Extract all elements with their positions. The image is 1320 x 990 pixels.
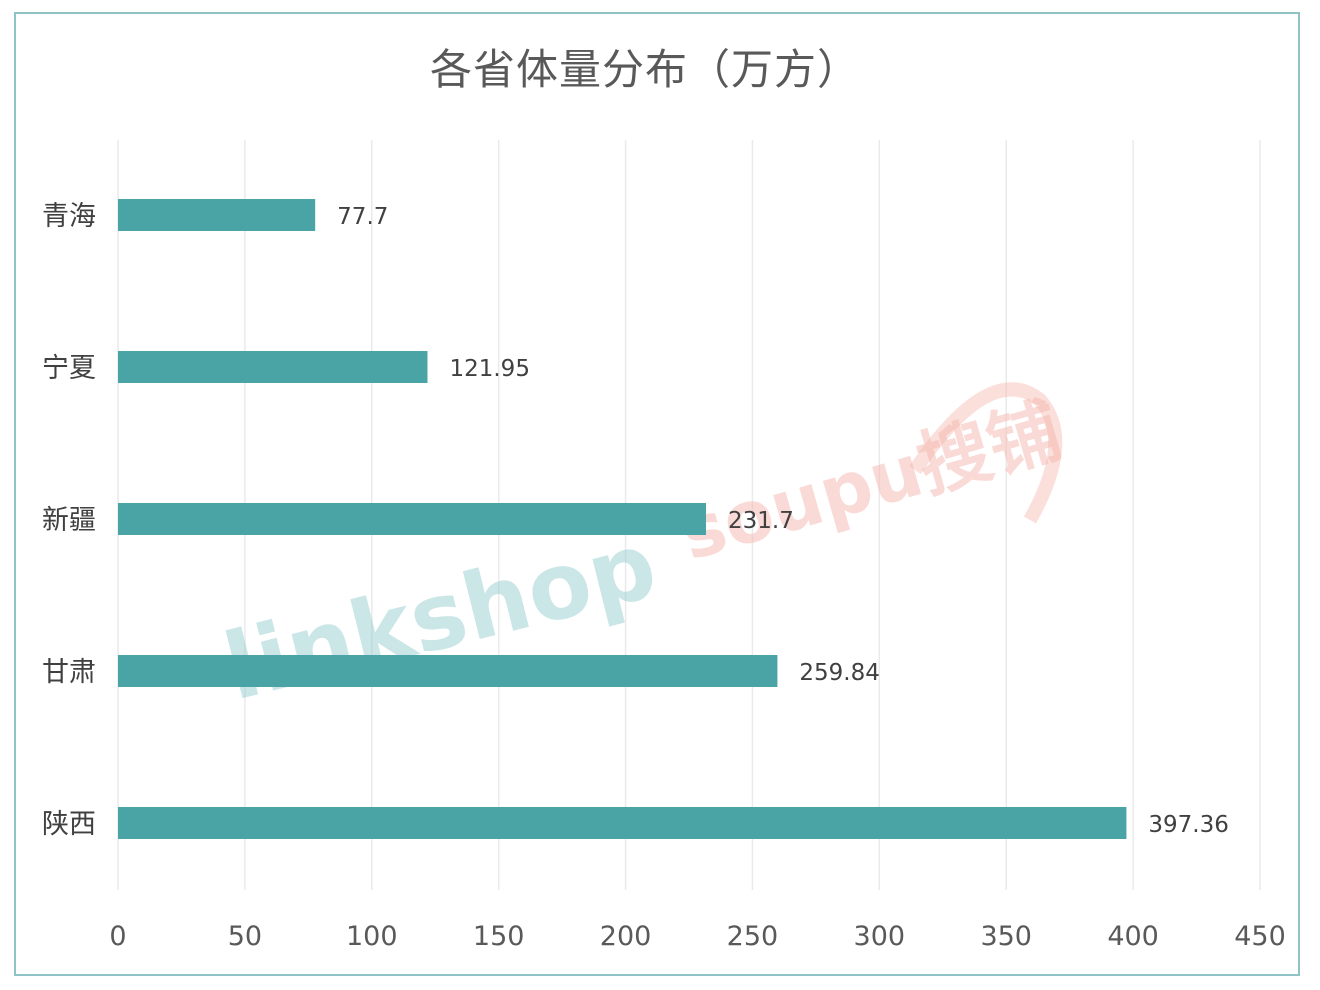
category-label: 青海	[42, 201, 96, 232]
bar-甘肃	[118, 655, 778, 687]
x-tick-label: 350	[980, 921, 1032, 952]
data-labels: 77.7 121.95 231.7 259.84 397.36	[337, 204, 1229, 838]
category-label: 陕西	[42, 809, 96, 840]
soupu-watermark: soupu搜铺	[672, 388, 1070, 576]
data-label: 77.7	[337, 204, 388, 230]
category-label: 宁夏	[42, 353, 96, 384]
x-tick-label: 200	[600, 921, 652, 952]
data-label: 397.36	[1148, 812, 1228, 838]
bar-新疆	[118, 503, 707, 535]
bar-陕西	[118, 807, 1127, 839]
data-label: 231.7	[728, 508, 794, 534]
x-tick-label: 300	[854, 921, 906, 952]
bar-宁夏	[118, 351, 428, 383]
x-tick-label: 150	[473, 921, 525, 952]
chart-title: 各省体量分布（万方）	[429, 45, 860, 94]
linkshop-watermark: linkshop	[214, 511, 666, 721]
x-tick-label: 400	[1107, 921, 1159, 952]
x-tick-label: 450	[1234, 921, 1286, 952]
category-label: 新疆	[42, 505, 96, 536]
x-axis-tick-labels: 0 50 100 150 200 250 300 350 400 450	[109, 921, 1285, 952]
x-tick-label: 0	[109, 921, 126, 952]
x-tick-label: 50	[228, 921, 262, 952]
category-label: 甘肃	[42, 657, 96, 688]
data-label: 259.84	[799, 660, 879, 686]
bars	[118, 199, 1127, 839]
x-tick-label: 250	[727, 921, 779, 952]
x-tick-label: 100	[346, 921, 398, 952]
soupu-watermark-arc	[909, 382, 1063, 524]
data-label: 121.95	[449, 356, 529, 382]
bar-青海	[118, 199, 316, 231]
